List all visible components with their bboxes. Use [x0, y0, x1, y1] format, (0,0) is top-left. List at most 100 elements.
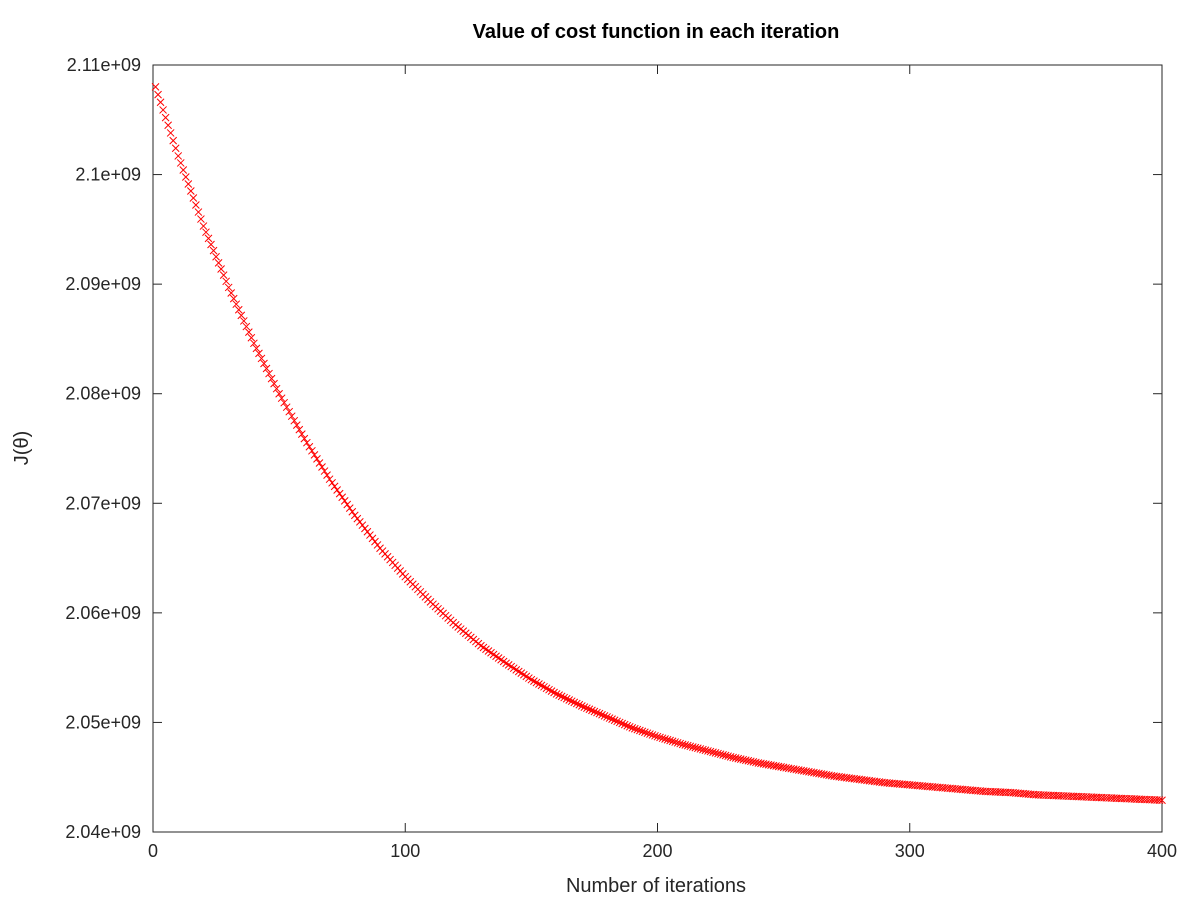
data-point-marker: [320, 467, 329, 475]
data-point-marker: [555, 691, 563, 699]
data-point-marker: [744, 756, 753, 765]
data-point-marker: [658, 734, 667, 743]
data-point-marker: [1158, 796, 1166, 805]
data-point-marker: [577, 702, 586, 710]
data-point-marker: [696, 745, 705, 753]
data-point-marker: [325, 475, 334, 484]
data-point-marker: [731, 754, 740, 762]
data-point-marker: [628, 724, 637, 732]
data-point-marker: [355, 518, 364, 526]
data-point-marker: [711, 749, 720, 757]
data-point-marker: [651, 731, 659, 740]
data-point-marker: [363, 527, 372, 536]
data-point-marker: [618, 719, 627, 728]
data-point-marker: [222, 277, 231, 286]
data-point-marker: [683, 741, 692, 750]
data-point-marker: [691, 743, 700, 752]
x-tick-label: 100: [390, 841, 420, 861]
data-point-marker: [313, 455, 321, 463]
data-point-marker: [694, 744, 702, 753]
data-point-marker: [353, 514, 362, 523]
data-point-marker: [338, 493, 347, 502]
data-point-marker: [368, 534, 377, 543]
data-point-marker: [610, 716, 619, 725]
data-point-marker: [593, 708, 601, 717]
data-point-marker: [527, 675, 536, 684]
data-point-marker: [202, 228, 210, 237]
data-point-marker: [575, 700, 584, 709]
data-point-marker: [535, 680, 543, 688]
data-point-marker: [699, 745, 707, 754]
data-point-marker: [199, 222, 208, 230]
data-point-marker: [729, 753, 738, 762]
data-point-marker: [598, 710, 606, 719]
data-point-marker: [151, 83, 160, 91]
x-axis-label: Number of iterations: [566, 875, 746, 897]
data-point-marker: [704, 747, 712, 755]
data-point-marker: [630, 724, 639, 733]
data-point-marker: [656, 733, 664, 742]
data-point-marker: [557, 692, 566, 701]
data-point-marker: [595, 709, 604, 718]
data-point-marker: [227, 289, 236, 297]
data-point-marker: [330, 482, 339, 491]
data-point-marker: [295, 425, 304, 434]
data-point-marker: [615, 718, 624, 727]
data-point-marker: [303, 438, 311, 447]
y-tick-label: 2.08e+09: [65, 384, 141, 404]
data-point-marker: [608, 715, 616, 723]
y-tick-label: 2.07e+09: [65, 493, 141, 513]
data-point-marker: [207, 240, 215, 249]
data-point-marker: [315, 459, 324, 467]
y-axis-label: J(θ): [11, 431, 33, 465]
data-point-marker: [726, 752, 735, 761]
data-point-marker: [232, 300, 241, 309]
data-point-marker: [257, 354, 266, 363]
data-point-marker: [267, 374, 276, 383]
data-point-marker: [714, 749, 722, 758]
data-point-marker: [623, 721, 632, 730]
data-point-marker: [724, 752, 732, 761]
data-point-marker: [620, 720, 629, 729]
data-point-marker: [681, 741, 690, 749]
data-point-marker: [635, 726, 644, 735]
data-point-marker: [562, 694, 571, 703]
data-point-marker: [661, 735, 669, 743]
data-point-marker: [217, 265, 225, 273]
data-point-marker: [204, 234, 213, 243]
data-point-marker: [219, 271, 228, 280]
y-tick-label: 2.09e+09: [65, 274, 141, 294]
axis-ticks: 0 100 200 300 400 2.04e+09 2.05e+09 2.06e+09 2.0…: [65, 55, 1177, 861]
data-point-marker: [572, 699, 581, 708]
chart-title: Value of cost function in each iteration: [473, 21, 840, 43]
data-point-marker: [580, 703, 589, 711]
data-point-marker: [310, 451, 319, 459]
data-point-marker: [265, 369, 273, 378]
data-point-marker: [721, 751, 730, 760]
data-point-marker: [262, 364, 271, 373]
data-point-marker: [333, 486, 341, 494]
data-point-marker: [305, 442, 314, 451]
data-point-marker: [166, 129, 175, 137]
data-point-marker: [739, 755, 748, 764]
data-point-marker: [328, 478, 336, 487]
y-tick-label: 2.11e+09: [67, 55, 141, 75]
data-point-marker: [709, 748, 717, 757]
data-point-marker: [540, 682, 548, 691]
data-point-marker: [663, 735, 672, 744]
data-point-marker: [350, 511, 359, 520]
data-point-marker: [567, 697, 576, 706]
data-point-marker: [678, 740, 687, 749]
data-point-marker: [290, 416, 299, 425]
data-point-marker: [154, 90, 162, 99]
data-point-marker: [184, 180, 193, 188]
y-tick-label: 2.1e+09: [75, 165, 141, 185]
data-point-marker: [641, 728, 649, 737]
y-tick-label: 2.05e+09: [65, 712, 141, 732]
data-point-marker: [701, 746, 710, 755]
data-point-marker: [161, 113, 170, 122]
data-point-marker: [214, 259, 223, 267]
data-point-marker: [719, 751, 727, 759]
data-point-marker: [224, 283, 233, 292]
